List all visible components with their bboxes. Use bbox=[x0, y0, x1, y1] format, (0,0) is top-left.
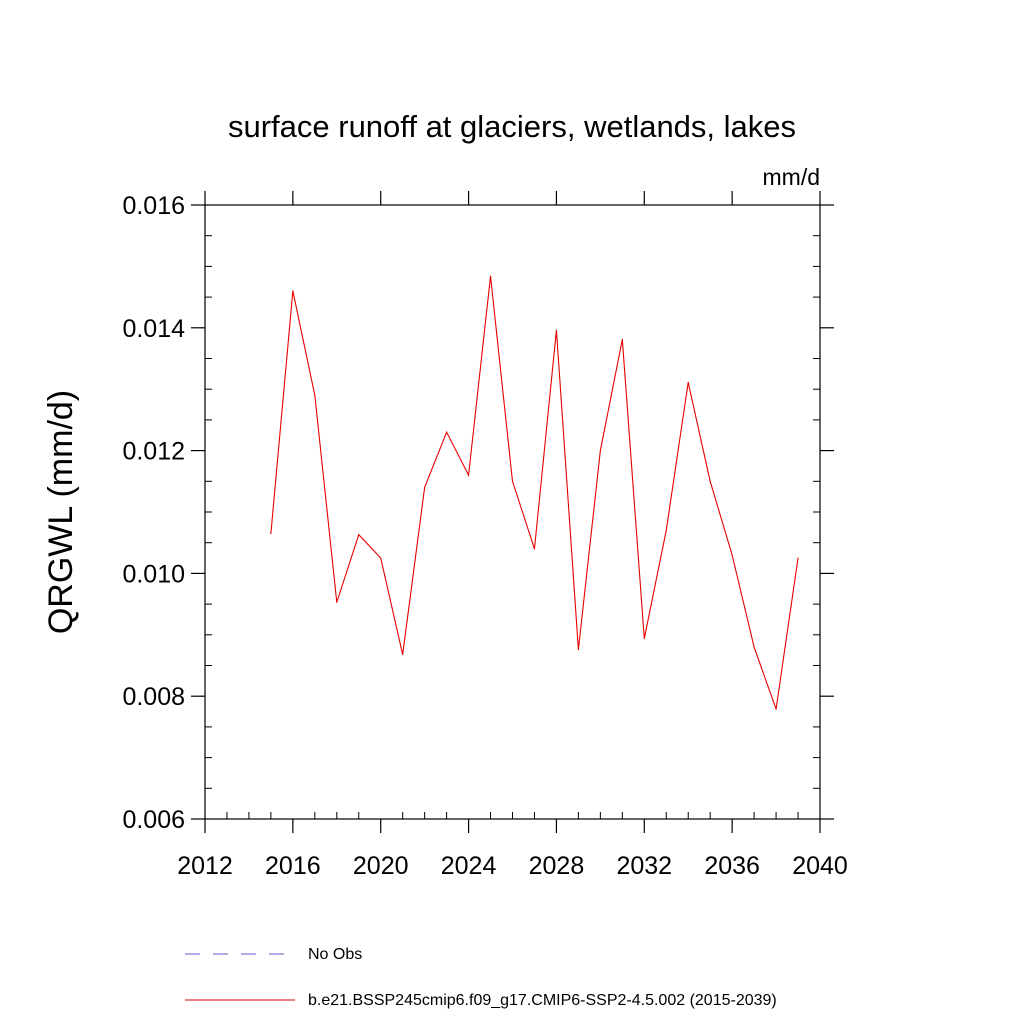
x-tick-label: 2032 bbox=[616, 852, 672, 880]
y-tick-label: 0.016 bbox=[122, 192, 185, 220]
y-axis-ticks: 0.006 0.008 0.010 0.012 0.014 0.016 bbox=[122, 192, 834, 834]
x-tick-label: 2020 bbox=[353, 852, 409, 880]
data-point bbox=[797, 557, 799, 559]
data-point bbox=[336, 601, 338, 603]
legend: No Obs b.e21.BSSP245cmip6.f09_g17.CMIP6-… bbox=[185, 946, 777, 1009]
legend-label-model: b.e21.BSSP245cmip6.f09_g17.CMIP6-SSP2-4.… bbox=[308, 992, 777, 1009]
data-point bbox=[599, 450, 601, 452]
legend-label-no-obs: No Obs bbox=[308, 946, 362, 963]
data-point bbox=[314, 394, 316, 396]
y-axis-label: QRGWL (mm/d) bbox=[42, 390, 80, 634]
chart-title: surface runoff at glaciers, wetlands, la… bbox=[228, 109, 796, 144]
data-point bbox=[555, 329, 558, 331]
x-tick-label: 2016 bbox=[265, 852, 321, 880]
series-line bbox=[270, 276, 799, 710]
data-point bbox=[402, 653, 404, 656]
x-tick-label: 2040 bbox=[792, 852, 848, 880]
series-layer bbox=[270, 275, 799, 710]
x-tick-label: 2012 bbox=[177, 852, 233, 880]
x-tick-label: 2028 bbox=[529, 852, 585, 880]
data-point bbox=[446, 431, 448, 433]
units-label: mm/d bbox=[763, 164, 821, 190]
x-minor-ticks bbox=[226, 812, 799, 819]
x-tick-label: 2036 bbox=[704, 852, 760, 880]
plot-frame bbox=[204, 204, 821, 820]
data-point bbox=[753, 646, 755, 648]
data-point bbox=[731, 554, 733, 556]
data-point bbox=[358, 534, 360, 536]
y-minor-ticks bbox=[205, 235, 820, 789]
y-tick-label: 0.010 bbox=[122, 560, 185, 588]
y-tick-label: 0.014 bbox=[122, 315, 185, 343]
y-tick-label: 0.008 bbox=[122, 683, 185, 711]
data-point bbox=[467, 474, 470, 476]
data-point bbox=[709, 480, 711, 482]
x-tick-label: 2024 bbox=[441, 852, 497, 880]
y-tick-label: 0.012 bbox=[122, 438, 185, 466]
data-point bbox=[621, 338, 623, 341]
x-axis-ticks: 2012 2016 2020 2024 2028 2032 2036 2040 bbox=[177, 191, 848, 880]
data-point bbox=[511, 480, 514, 482]
data-point bbox=[380, 557, 382, 559]
y-tick-label: 0.006 bbox=[122, 806, 185, 834]
data-point bbox=[270, 532, 272, 535]
data-point bbox=[424, 486, 426, 489]
data-point bbox=[665, 529, 667, 532]
data-point bbox=[687, 381, 689, 384]
data-point bbox=[292, 290, 294, 292]
data-point bbox=[775, 708, 777, 710]
data-point bbox=[643, 637, 645, 640]
data-point bbox=[533, 548, 536, 550]
data-point bbox=[489, 275, 492, 277]
data-point bbox=[577, 648, 579, 651]
